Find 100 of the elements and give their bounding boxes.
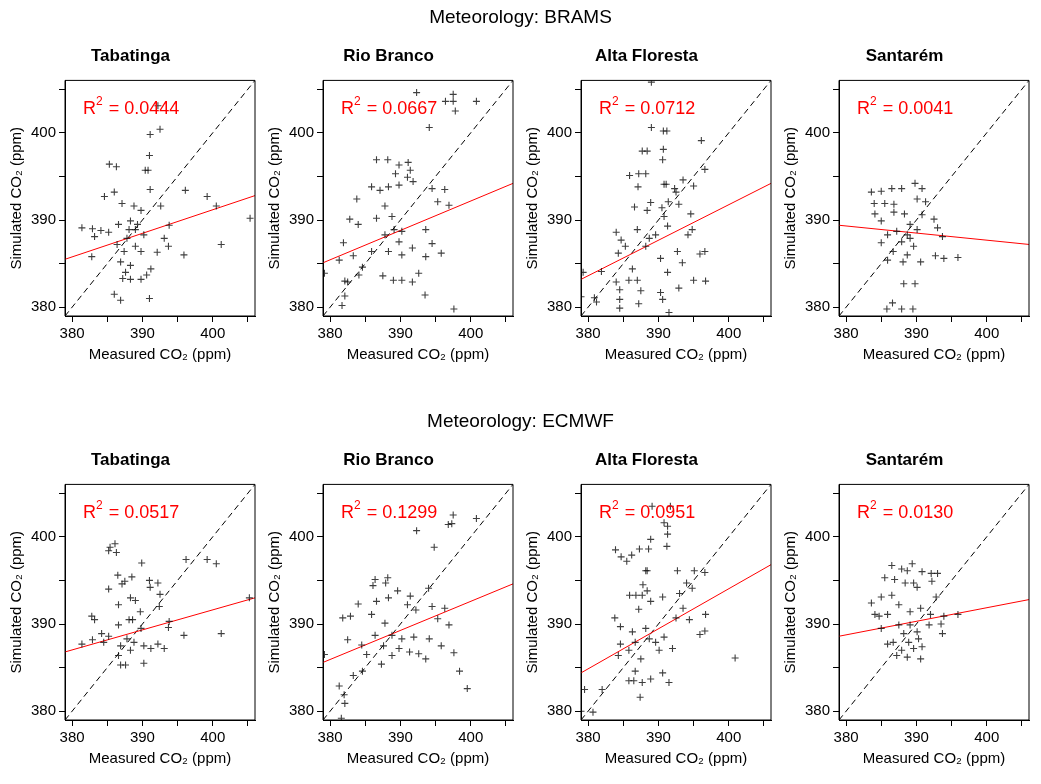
y-axis-title: Simulated CO₂ (ppm) xyxy=(265,530,283,674)
x-tick-label: 390 xyxy=(645,324,671,342)
point xyxy=(126,216,135,225)
x-axis-title: Measured CO₂ (ppm) xyxy=(88,345,232,363)
y-tick-label: 400 xyxy=(289,122,315,140)
y-tick-label: 390 xyxy=(547,210,573,228)
y-tick-label: 390 xyxy=(547,614,573,632)
point xyxy=(444,201,454,210)
point xyxy=(918,210,927,219)
point xyxy=(877,592,886,602)
point xyxy=(870,209,879,218)
point xyxy=(867,188,876,197)
point xyxy=(903,250,912,259)
x-tick-label: 390 xyxy=(129,728,155,746)
point xyxy=(916,654,925,663)
point xyxy=(212,202,221,211)
point xyxy=(345,215,354,224)
y-axis-title: Simulated CO₂ (ppm) xyxy=(523,530,541,674)
y-axis-title: Simulated CO₂ (ppm) xyxy=(265,126,283,270)
y-tick-label: 380 xyxy=(547,297,573,315)
point xyxy=(354,270,363,280)
point xyxy=(397,250,406,259)
x-tick-label: 380 xyxy=(59,324,85,342)
point xyxy=(406,592,415,601)
point xyxy=(390,225,399,234)
x-tick-label: 390 xyxy=(903,728,929,746)
x-axis-title: Measured CO₂ (ppm) xyxy=(604,345,748,363)
x-tick-label: 400 xyxy=(458,324,484,342)
y-tick-label: 380 xyxy=(289,297,315,315)
point xyxy=(340,291,349,300)
point xyxy=(368,581,378,590)
point xyxy=(104,585,113,594)
text: Meteorology: BRAMS xyxy=(428,6,613,28)
point xyxy=(381,578,390,588)
point xyxy=(155,590,165,599)
point xyxy=(121,660,130,670)
y-axis-title: Simulated CO₂ (ppm) xyxy=(781,126,799,270)
point xyxy=(156,202,165,211)
point xyxy=(408,243,417,252)
point xyxy=(338,613,347,622)
point xyxy=(428,184,437,193)
point xyxy=(906,234,915,243)
point xyxy=(357,640,366,650)
point xyxy=(937,619,946,629)
point xyxy=(182,555,191,564)
point xyxy=(340,690,349,699)
point xyxy=(136,624,146,633)
point xyxy=(405,647,414,656)
x-tick-label: 400 xyxy=(716,728,742,746)
point xyxy=(925,620,934,629)
point xyxy=(867,599,876,608)
point xyxy=(953,253,962,262)
chart-title: Rio Branco xyxy=(343,449,434,469)
point xyxy=(127,572,136,581)
point xyxy=(927,577,936,586)
x-tick-label: 400 xyxy=(200,728,226,746)
point xyxy=(354,599,363,608)
point xyxy=(116,660,125,670)
x-tick-label: 380 xyxy=(833,728,859,746)
point xyxy=(411,606,420,615)
point xyxy=(129,202,139,211)
point xyxy=(394,160,404,170)
y-tick-label: 390 xyxy=(805,210,831,228)
point xyxy=(444,620,454,629)
point xyxy=(358,263,367,272)
y-tick-label: 380 xyxy=(805,701,831,719)
x-tick-label: 400 xyxy=(200,324,226,342)
point xyxy=(136,206,146,215)
point xyxy=(909,578,918,588)
point xyxy=(913,195,922,204)
point xyxy=(137,558,146,567)
point xyxy=(899,257,908,266)
x-axis-title: Measured CO₂ (ppm) xyxy=(88,749,232,767)
point xyxy=(371,575,380,584)
point xyxy=(394,237,404,246)
point xyxy=(421,654,430,663)
point xyxy=(449,304,458,314)
point xyxy=(888,298,897,307)
y-tick-label: 400 xyxy=(31,526,57,544)
chart-title: Alta Floresta xyxy=(595,449,699,469)
point xyxy=(179,250,188,259)
point xyxy=(929,215,939,224)
point xyxy=(913,627,922,636)
point xyxy=(125,225,134,234)
point xyxy=(96,226,105,235)
point xyxy=(913,225,922,234)
point xyxy=(352,195,361,204)
x-tick-label: 390 xyxy=(903,324,929,342)
point xyxy=(116,257,125,266)
x-tick-label: 380 xyxy=(317,324,343,342)
y-tick-label: 380 xyxy=(805,297,831,315)
point xyxy=(918,567,927,576)
point xyxy=(380,619,389,628)
point xyxy=(179,631,188,640)
x-tick-label: 380 xyxy=(317,728,343,746)
point xyxy=(246,214,255,223)
point xyxy=(877,216,886,225)
point xyxy=(155,125,165,134)
point xyxy=(918,642,927,651)
y-axis-title: Simulated CO₂ (ppm) xyxy=(7,126,25,270)
